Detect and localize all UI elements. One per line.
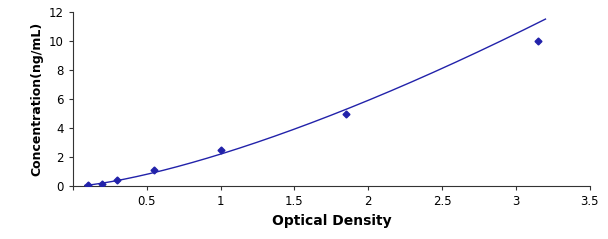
X-axis label: Optical Density: Optical Density bbox=[272, 214, 391, 228]
Y-axis label: Concentration(ng/mL): Concentration(ng/mL) bbox=[30, 22, 43, 176]
